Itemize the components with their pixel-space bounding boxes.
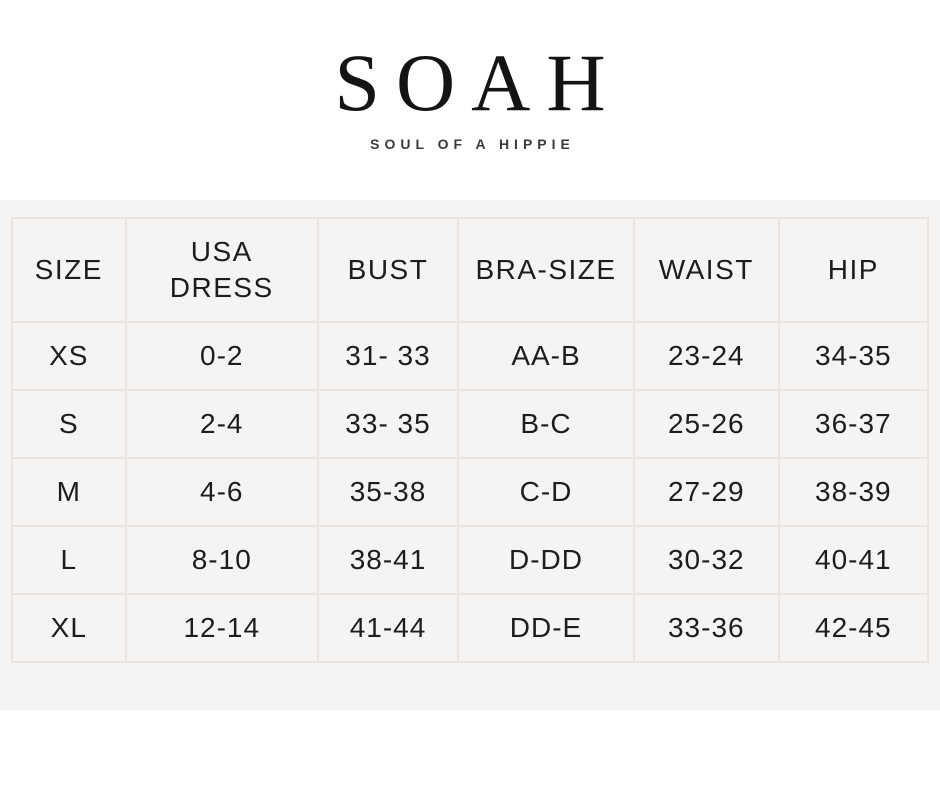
brand-tagline: SOUL OF A HIPPIE xyxy=(370,136,575,152)
usa-dress-cell: 12-14 xyxy=(124,593,319,663)
column-header-bra-size: BRA-SIZE xyxy=(457,217,635,323)
size-cell: XL xyxy=(11,593,127,663)
size-chart-section: SIZE USA DRESS BUST BRA-SIZE WAIST HIP X… xyxy=(0,200,940,710)
waist-cell: 27-29 xyxy=(632,457,780,527)
column-header-usa-dress: USA DRESS xyxy=(124,217,319,323)
bust-cell: 33- 35 xyxy=(316,389,460,459)
usa-dress-cell: 4-6 xyxy=(124,457,319,527)
bust-cell: 35-38 xyxy=(316,457,460,527)
bra-size-cell: C-D xyxy=(457,457,635,527)
waist-cell: 30-32 xyxy=(632,525,780,595)
table-row-m: M 4-6 35-38 C-D 27-29 38-39 xyxy=(11,457,930,527)
waist-cell: 25-26 xyxy=(632,389,780,459)
header-row: SIZE USA DRESS BUST BRA-SIZE WAIST HIP xyxy=(11,217,930,323)
bust-cell: 38-41 xyxy=(316,525,460,595)
table-row-xl: XL 12-14 41-44 DD-E 33-36 42-45 xyxy=(11,593,930,663)
brand-logo: SOAH xyxy=(334,37,622,128)
usa-dress-cell: 0-2 xyxy=(124,321,319,391)
usa-dress-cell: 2-4 xyxy=(124,389,319,459)
column-header-waist: WAIST xyxy=(632,217,780,323)
usa-dress-cell: 8-10 xyxy=(124,525,319,595)
bra-size-cell: AA-B xyxy=(457,321,635,391)
hip-cell: 38-39 xyxy=(777,457,930,527)
bra-size-cell: B-C xyxy=(457,389,635,459)
bust-cell: 31- 33 xyxy=(316,321,460,391)
table-row-l: L 8-10 38-41 D-DD 30-32 40-41 xyxy=(11,525,930,595)
column-header-hip: HIP xyxy=(777,217,930,323)
size-chart-table: SIZE USA DRESS BUST BRA-SIZE WAIST HIP X… xyxy=(11,217,930,663)
waist-cell: 33-36 xyxy=(632,593,780,663)
size-cell: XS xyxy=(11,321,127,391)
bust-cell: 41-44 xyxy=(316,593,460,663)
hip-cell: 36-37 xyxy=(777,389,930,459)
waist-cell: 23-24 xyxy=(632,321,780,391)
size-cell: M xyxy=(11,457,127,527)
size-cell: S xyxy=(11,389,127,459)
column-header-size: SIZE xyxy=(11,217,127,323)
hip-cell: 42-45 xyxy=(777,593,930,663)
column-header-bust: BUST xyxy=(316,217,460,323)
brand-header: SOAH SOUL OF A HIPPIE xyxy=(0,0,940,200)
bra-size-cell: DD-E xyxy=(457,593,635,663)
table-row-xs: XS 0-2 31- 33 AA-B 23-24 34-35 xyxy=(11,321,930,391)
hip-cell: 40-41 xyxy=(777,525,930,595)
table-row-s: S 2-4 33- 35 B-C 25-26 36-37 xyxy=(11,389,930,459)
hip-cell: 34-35 xyxy=(777,321,930,391)
bra-size-cell: D-DD xyxy=(457,525,635,595)
size-cell: L xyxy=(11,525,127,595)
